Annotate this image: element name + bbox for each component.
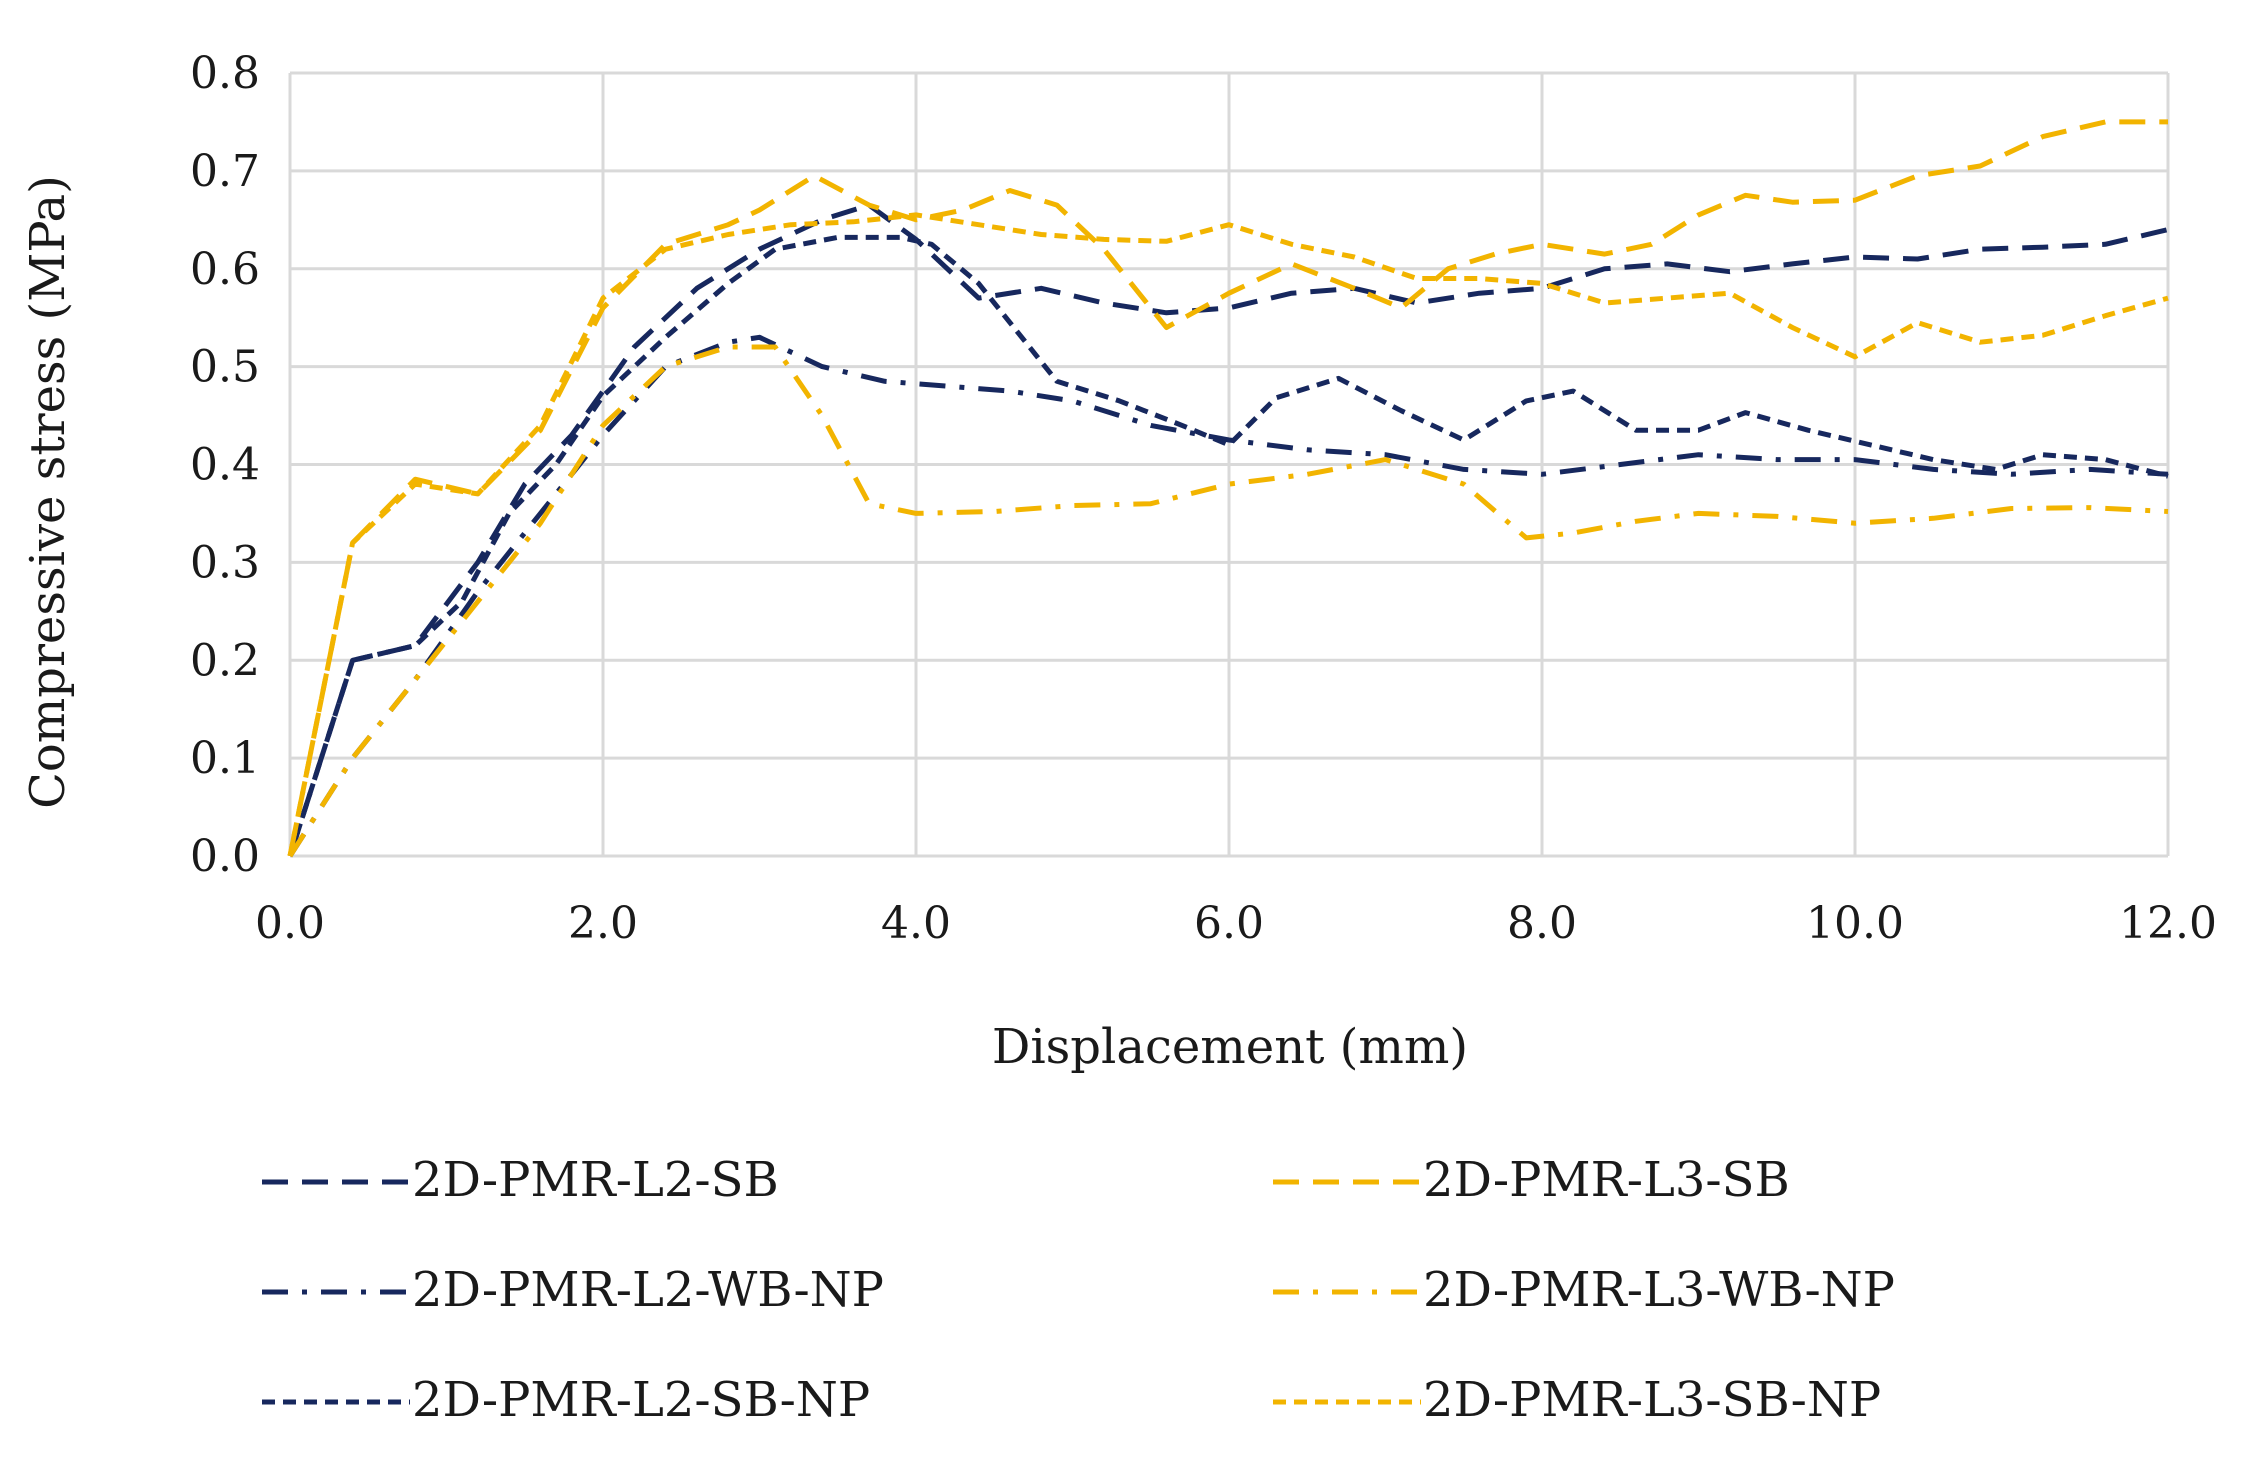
y-tick-label: 0.7 bbox=[190, 146, 260, 197]
x-tick-label: 2.0 bbox=[568, 898, 638, 949]
y-tick-label: 0.3 bbox=[190, 537, 260, 588]
series-line-2d-pmr-l3-wb-np bbox=[287, 344, 2169, 858]
legend-item: 2D-PMR-L2-SB bbox=[262, 1152, 779, 1208]
legend-item: 2D-PMR-L3-SB-NP bbox=[1273, 1372, 1881, 1428]
y-axis-ticks: 0.0 0.1 0.2 0.3 0.4 0.5 0.6 0.7 0.8 bbox=[190, 48, 260, 882]
gridlines bbox=[288, 71, 2170, 858]
y-tick-label: 0.4 bbox=[190, 440, 260, 491]
x-axis-ticks: 0.0 2.0 4.0 6.0 8.0 10.0 12.0 bbox=[255, 898, 2217, 949]
legend-item: 2D-PMR-L2-SB-NP bbox=[262, 1372, 870, 1428]
legend-label: 2D-PMR-L3-SB-NP bbox=[1423, 1372, 1881, 1428]
y-tick-label: 0.1 bbox=[190, 733, 260, 784]
legend-label: 2D-PMR-L3-WB-NP bbox=[1423, 1262, 1895, 1318]
x-tick-label: 10.0 bbox=[1806, 898, 1904, 949]
series-layer bbox=[287, 119, 2169, 858]
y-tick-label: 0.8 bbox=[190, 48, 260, 99]
legend-label: 2D-PMR-L2-SB-NP bbox=[412, 1372, 870, 1428]
x-tick-label: 6.0 bbox=[1194, 898, 1264, 949]
y-axis-title: Compressive stress (MPa) bbox=[20, 175, 76, 809]
legend-label: 2D-PMR-L3-SB bbox=[1423, 1152, 1790, 1208]
series-line-2d-pmr-l3-sb-np bbox=[287, 212, 2169, 857]
series-line-2d-pmr-l2-sb-np bbox=[287, 234, 2169, 857]
legend-label: 2D-PMR-L2-SB bbox=[412, 1152, 779, 1208]
series-line-2d-pmr-l3-sb bbox=[287, 119, 2168, 857]
x-tick-label: 4.0 bbox=[881, 898, 951, 949]
y-tick-label: 0.5 bbox=[190, 342, 260, 393]
legend: 2D-PMR-L2-SB 2D-PMR-L2-WB-NP 2D-PMR-L2-SB-… bbox=[262, 1152, 1895, 1428]
x-tick-label: 8.0 bbox=[1507, 898, 1577, 949]
y-tick-label: 0.0 bbox=[190, 831, 260, 882]
legend-label: 2D-PMR-L2-WB-NP bbox=[412, 1262, 884, 1318]
legend-item: 2D-PMR-L3-SB bbox=[1273, 1152, 1790, 1208]
legend-item: 2D-PMR-L3-WB-NP bbox=[1273, 1262, 1895, 1318]
x-tick-label: 0.0 bbox=[255, 898, 325, 949]
y-tick-label: 0.6 bbox=[190, 244, 260, 295]
x-tick-label: 12.0 bbox=[2119, 898, 2217, 949]
x-axis-title: Displacement (mm) bbox=[992, 1019, 1468, 1075]
legend-item: 2D-PMR-L2-WB-NP bbox=[262, 1262, 884, 1318]
y-tick-label: 0.2 bbox=[190, 635, 260, 686]
